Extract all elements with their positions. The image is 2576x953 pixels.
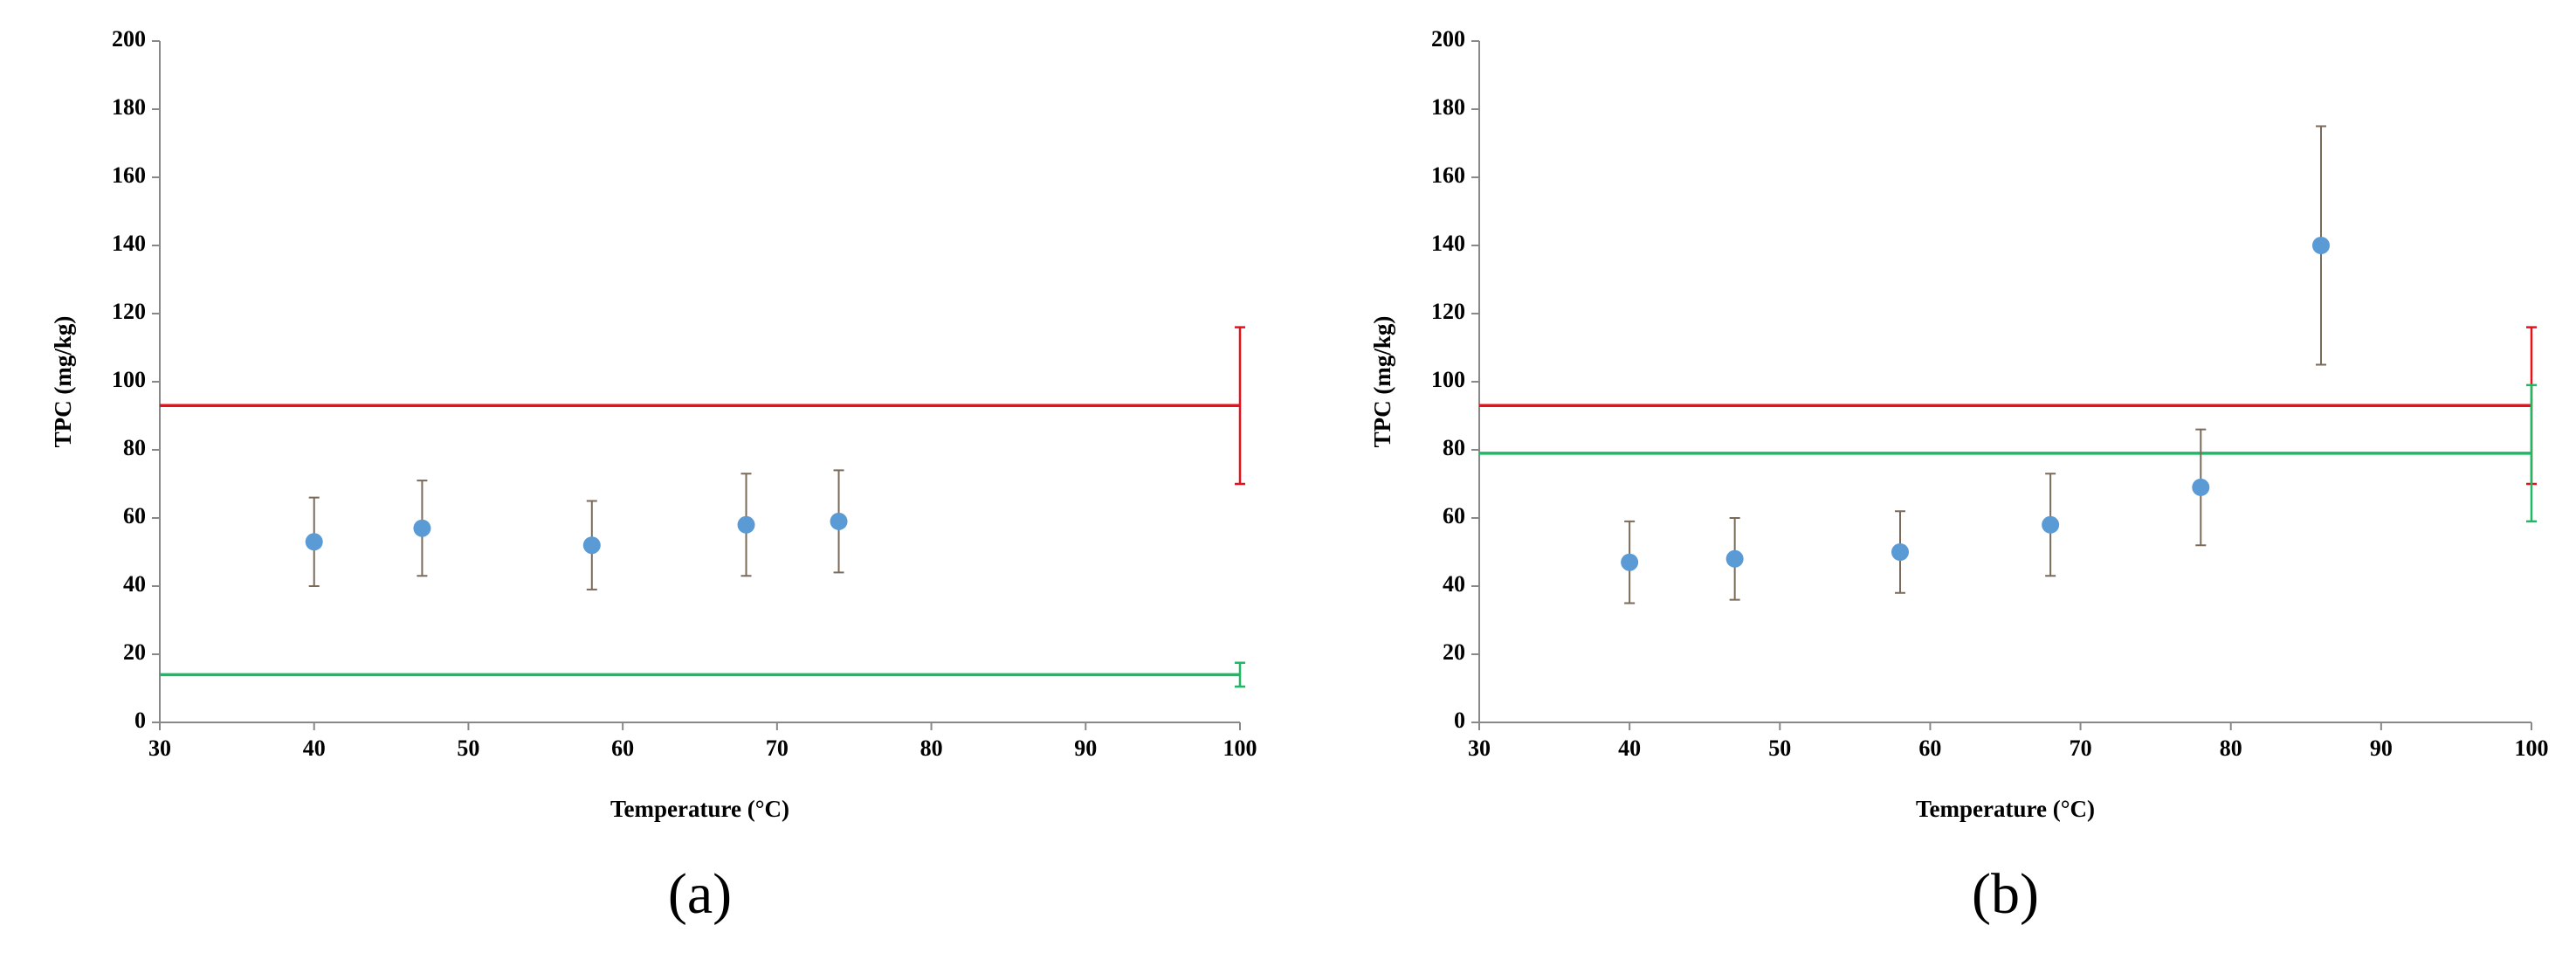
- y-tick-label: 100: [112, 367, 146, 392]
- y-tick-label: 200: [112, 26, 146, 52]
- data-point: [413, 519, 431, 537]
- y-tick-label: 100: [1431, 367, 1465, 392]
- y-tick-label: 20: [1443, 639, 1465, 665]
- reference-error-bar: [1235, 661, 1245, 688]
- x-tick-label: 80: [2220, 735, 2242, 761]
- x-tick-label: 100: [1223, 735, 1257, 761]
- y-tick-label: 80: [123, 435, 146, 460]
- y-tick-label: 180: [1431, 94, 1465, 120]
- x-tick-label: 90: [2370, 735, 2393, 761]
- y-tick-label: 120: [112, 299, 146, 324]
- data-point: [737, 515, 755, 534]
- data-point: [2312, 237, 2330, 254]
- y-tick-label: 120: [1431, 299, 1465, 324]
- x-tick-label: 40: [303, 735, 326, 761]
- y-tick-label: 40: [123, 571, 146, 597]
- y-axis-title: TPC (mg/kg): [1369, 316, 1395, 448]
- data-point: [305, 533, 323, 551]
- y-tick-label: 60: [1443, 503, 1465, 528]
- x-tick-label: 60: [611, 735, 634, 761]
- data-point: [2192, 478, 2210, 496]
- x-tick-label: 90: [1074, 735, 1097, 761]
- x-tick-label: 40: [1618, 735, 1641, 761]
- y-tick-label: 160: [1431, 162, 1465, 188]
- x-axis-title: Temperature (°C): [610, 796, 789, 822]
- y-tick-label: 0: [134, 708, 146, 733]
- panel-label: (b): [1972, 862, 2039, 926]
- y-tick-label: 200: [1431, 26, 1465, 52]
- y-tick-label: 20: [123, 639, 146, 665]
- x-tick-label: 70: [766, 735, 789, 761]
- x-axis-title: Temperature (°C): [1916, 796, 2095, 822]
- y-tick-label: 80: [1443, 435, 1465, 460]
- data-point: [2042, 515, 2060, 534]
- x-tick-label: 80: [920, 735, 943, 761]
- x-tick-label: 50: [457, 735, 479, 761]
- x-tick-label: 60: [1918, 735, 1941, 761]
- y-tick-label: 0: [1454, 708, 1465, 733]
- reference-error-bar: [2526, 383, 2537, 523]
- y-tick-label: 160: [112, 162, 146, 188]
- x-tick-label: 30: [1468, 735, 1491, 761]
- data-point: [830, 512, 848, 530]
- data-point: [1891, 543, 1909, 561]
- data-point: [582, 536, 601, 555]
- panel-label: (a): [668, 862, 732, 926]
- data-point: [1621, 553, 1639, 571]
- y-tick-label: 40: [1443, 571, 1465, 597]
- reference-error-bar: [1235, 326, 1245, 486]
- x-tick-label: 30: [148, 735, 171, 761]
- y-tick-label: 180: [112, 94, 146, 120]
- y-tick-label: 140: [112, 231, 146, 256]
- x-tick-label: 100: [2515, 735, 2549, 761]
- x-tick-label: 70: [2070, 735, 2092, 761]
- y-axis-title: TPC (mg/kg): [50, 316, 76, 448]
- y-tick-label: 140: [1431, 231, 1465, 256]
- x-tick-label: 50: [1768, 735, 1791, 761]
- data-point: [1725, 549, 1744, 568]
- y-tick-label: 60: [123, 503, 146, 528]
